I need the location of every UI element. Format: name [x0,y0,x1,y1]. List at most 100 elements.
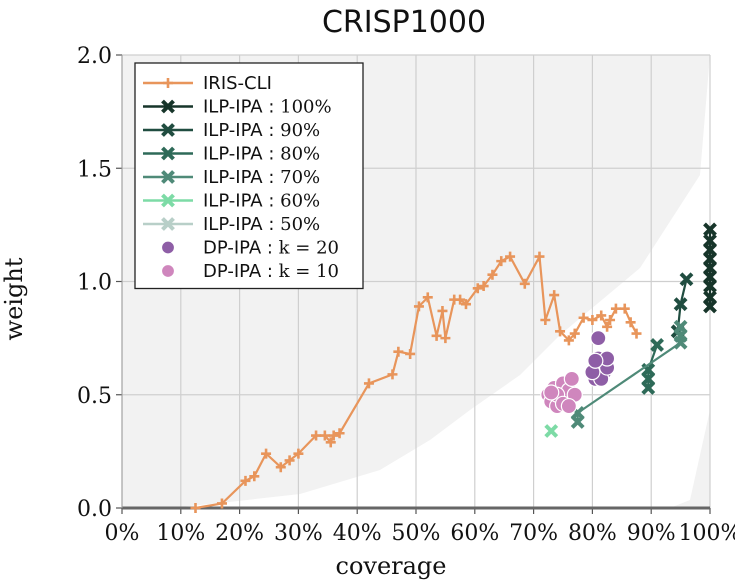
data-point [487,269,498,280]
data-point [422,292,433,303]
data-point [240,475,251,486]
data-point [587,352,604,369]
data-point [673,319,688,334]
data-point [284,455,295,466]
data-point [325,437,336,448]
data-point [703,222,717,237]
data-point [631,328,642,339]
legend-label: DP-IPA : k = 10 [203,261,339,282]
legend-label: IRIS-CLI [203,73,272,94]
data-point [413,301,424,312]
series-0 [190,251,642,513]
data-point [543,384,560,401]
data-point [190,503,201,513]
data-point [161,217,175,231]
data-point [161,99,175,114]
data-point [387,369,398,380]
data-point [437,305,448,316]
x-tick-label: 30% [274,521,323,546]
data-point [555,326,566,337]
data-point [587,315,598,326]
data-point [160,263,176,279]
data-point [560,397,577,415]
data-point [590,330,607,347]
data-point [703,233,717,248]
x-tick-label: 70% [509,521,558,546]
data-point [605,315,616,326]
chart-title: CRISP1000 [322,5,486,40]
data-point [478,281,489,292]
x-axis-label: coverage [336,552,447,580]
data-point [440,333,451,344]
data-point [363,378,374,389]
x-tick-label: 20% [215,521,264,546]
data-point [549,290,560,301]
y-tick-label: 1.0 [77,271,112,296]
legend-entry: ILP-IPA : 80% [143,144,320,165]
legend-label: ILP-IPA : 60% [203,191,320,212]
series-7 [584,330,616,387]
series-1 [703,222,717,314]
data-point [596,310,607,321]
x-tick-label: 40% [333,521,382,546]
data-point [625,317,636,328]
data-point [161,123,175,137]
y-tick-label: 1.5 [77,157,112,182]
data-point [249,471,260,482]
data-point [505,251,516,262]
data-point [650,338,664,352]
legend-entry: ILP-IPA : 100% [143,97,332,118]
data-point [540,315,551,326]
data-point [496,256,507,267]
legend-entry: ILP-IPA : 60% [143,191,320,212]
data-point [328,430,339,441]
data-point [602,321,613,332]
data-point [163,78,173,88]
y-tick-label: 0.0 [77,497,112,522]
legend-label: ILP-IPA : 90% [203,120,320,141]
data-point [519,278,530,289]
data-point [455,294,466,305]
y-axis-label: weight [0,257,28,340]
series-4 [570,319,688,429]
data-point [161,193,175,208]
data-point [544,424,559,438]
legend-label: ILP-IPA : 70% [203,167,320,188]
legend-entry: DP-IPA : k = 20 [160,238,339,259]
data-point [578,312,589,323]
legend-entry: DP-IPA : k = 10 [160,261,339,282]
data-point [275,462,286,473]
data-point [472,283,483,294]
legend-entry: ILP-IPA : 90% [143,120,320,141]
data-point [334,428,345,439]
x-tick-label: 50% [392,521,441,546]
data-point [161,170,175,184]
legend-label: ILP-IPA : 80% [203,144,320,165]
series-3 [641,338,664,395]
data-point [311,430,322,441]
data-point [160,240,176,255]
legend: IRIS-CLI ILP-IPA : 100%ILP-IPA : 90% ILP-I… [134,62,364,290]
series-line [647,344,659,388]
legend-label: ILP-IPA : 100% [203,97,332,118]
data-point [216,498,227,509]
x-tick-label: 80% [568,521,617,546]
y-tick-label: 0.5 [77,384,112,409]
legend-entry: ILP-IPA : 50% [143,214,320,235]
data-point [460,299,471,310]
data-point [679,272,694,287]
data-point [703,290,717,305]
y-tick-label: 2.0 [77,44,112,69]
data-point [673,297,688,312]
data-point [293,448,304,459]
data-point [161,146,175,161]
data-point [610,303,621,314]
data-point [619,303,630,314]
legend-entry: ILP-IPA : 70% [143,167,320,188]
legend-label: ILP-IPA : 50% [203,214,320,235]
data-point [393,346,404,357]
data-point [319,430,330,441]
legend-entry: IRIS-CLI [143,73,272,94]
